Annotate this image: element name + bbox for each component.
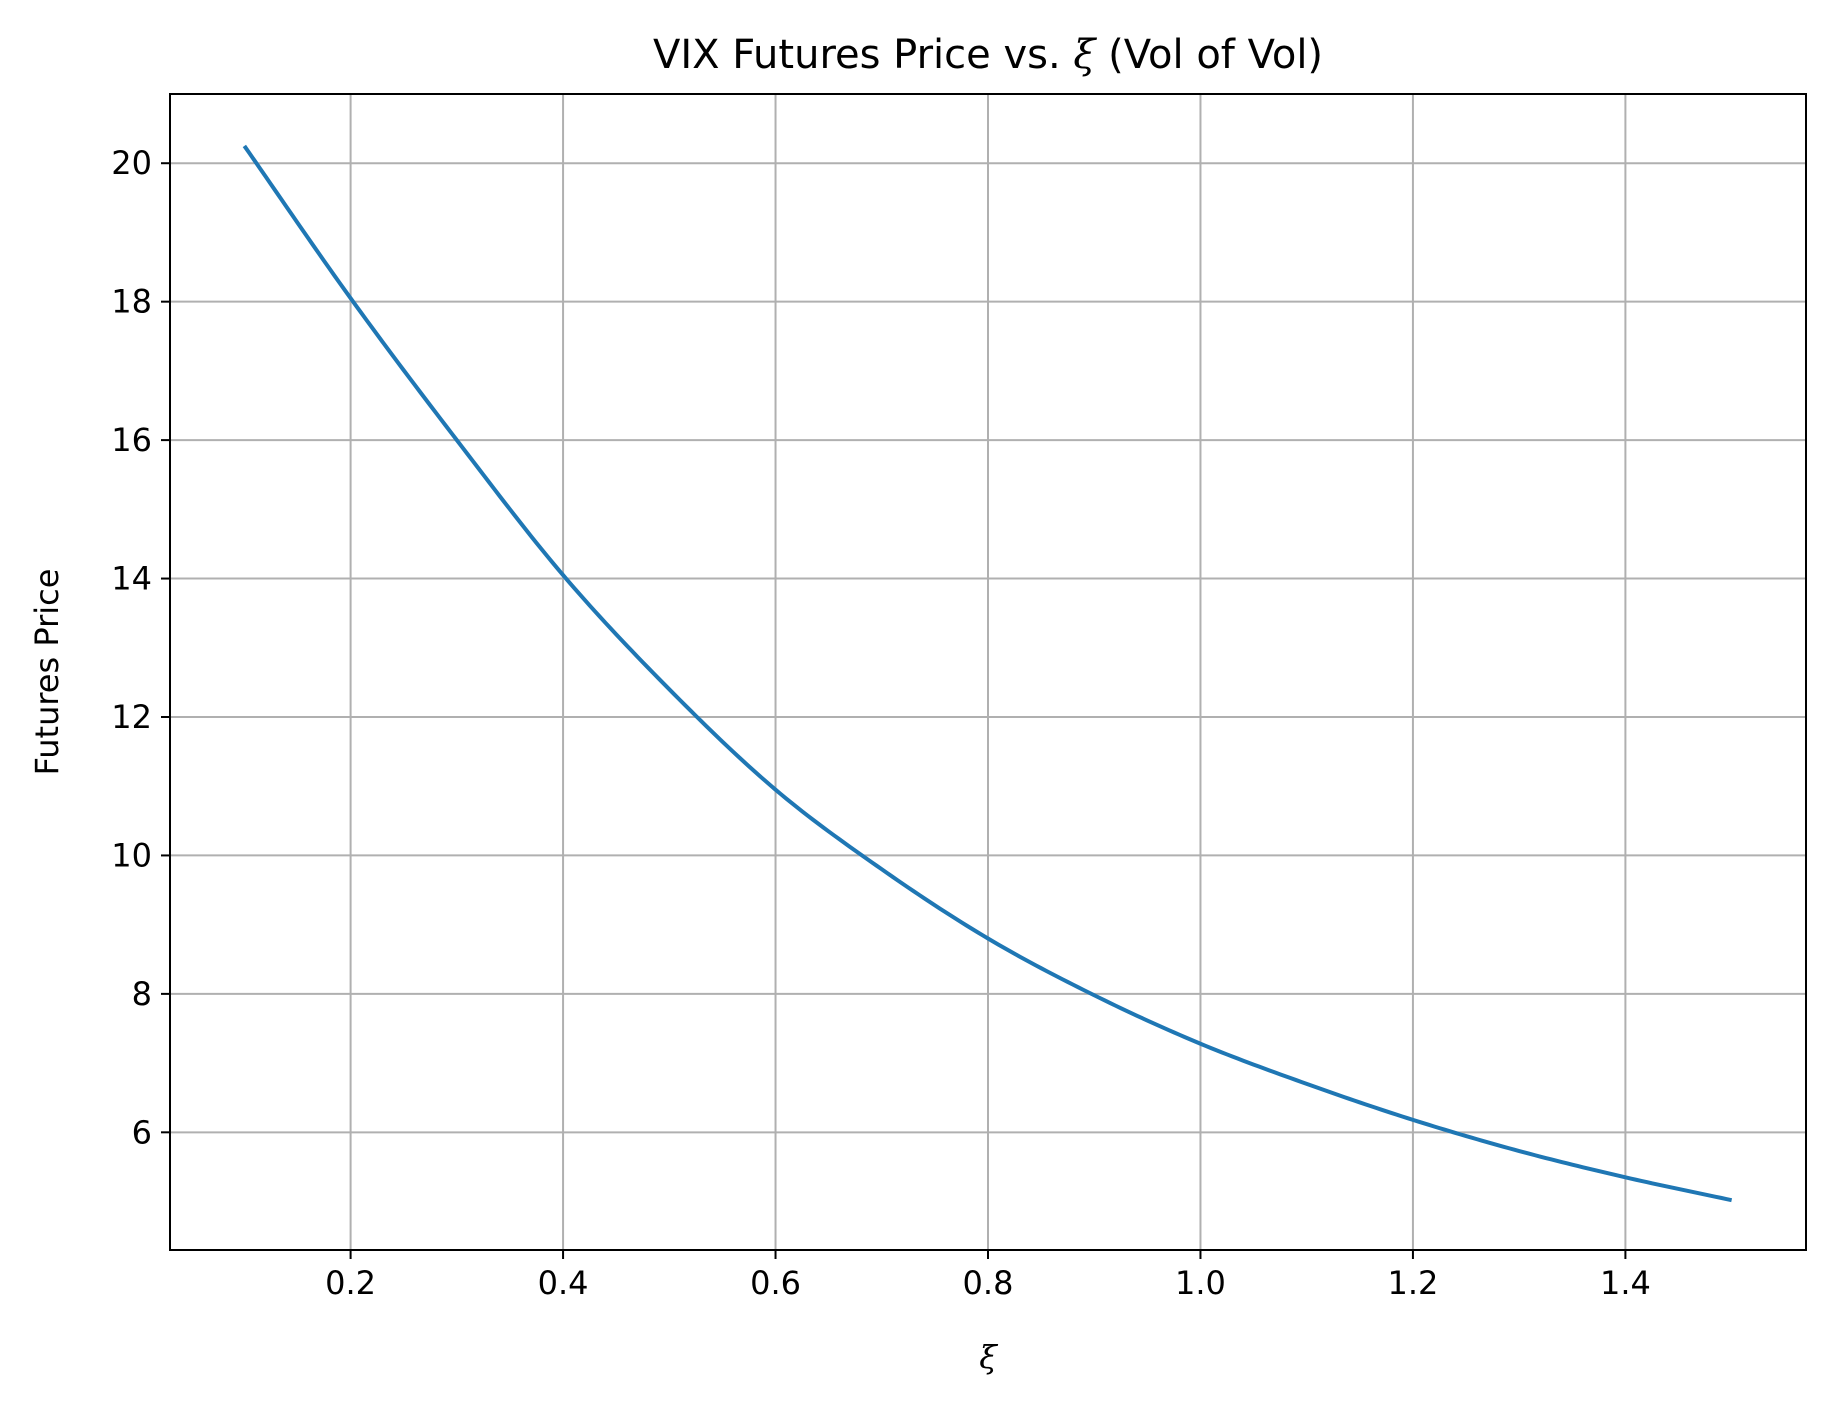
x-tick-label: 1.0 [1175, 1264, 1226, 1302]
x-tick-label: 0.8 [963, 1264, 1014, 1302]
y-tick-label: 12 [111, 698, 152, 736]
y-tick-label: 10 [111, 836, 152, 874]
y-axis-label: Futures Price [28, 569, 66, 776]
x-tick-label: 1.4 [1600, 1264, 1651, 1302]
x-axis-label: ξ [979, 1338, 998, 1376]
y-tick-label: 18 [111, 283, 152, 321]
y-tick-label: 6 [132, 1113, 152, 1151]
x-tick-label: 0.6 [750, 1264, 801, 1302]
y-tick-label: 16 [111, 421, 152, 459]
y-tick-label: 14 [111, 560, 152, 598]
y-tick-label: 8 [132, 975, 152, 1013]
series-line [242, 144, 1733, 1203]
x-tick-label: 1.2 [1387, 1264, 1438, 1302]
grid [170, 94, 1806, 1250]
chart-title: VIX Futures Price vs. ξ (Vol of Vol) [653, 32, 1323, 78]
series-layer [242, 144, 1733, 1203]
ticks: 0.2 0.4 0.6 0.8 1.0 1.2 1.4 6 8 10 12 14 16 18 20 [111, 144, 1651, 1302]
y-tick-label: 20 [111, 144, 152, 182]
x-tick-label: 0.2 [325, 1264, 376, 1302]
x-tick-label: 0.4 [538, 1264, 589, 1302]
